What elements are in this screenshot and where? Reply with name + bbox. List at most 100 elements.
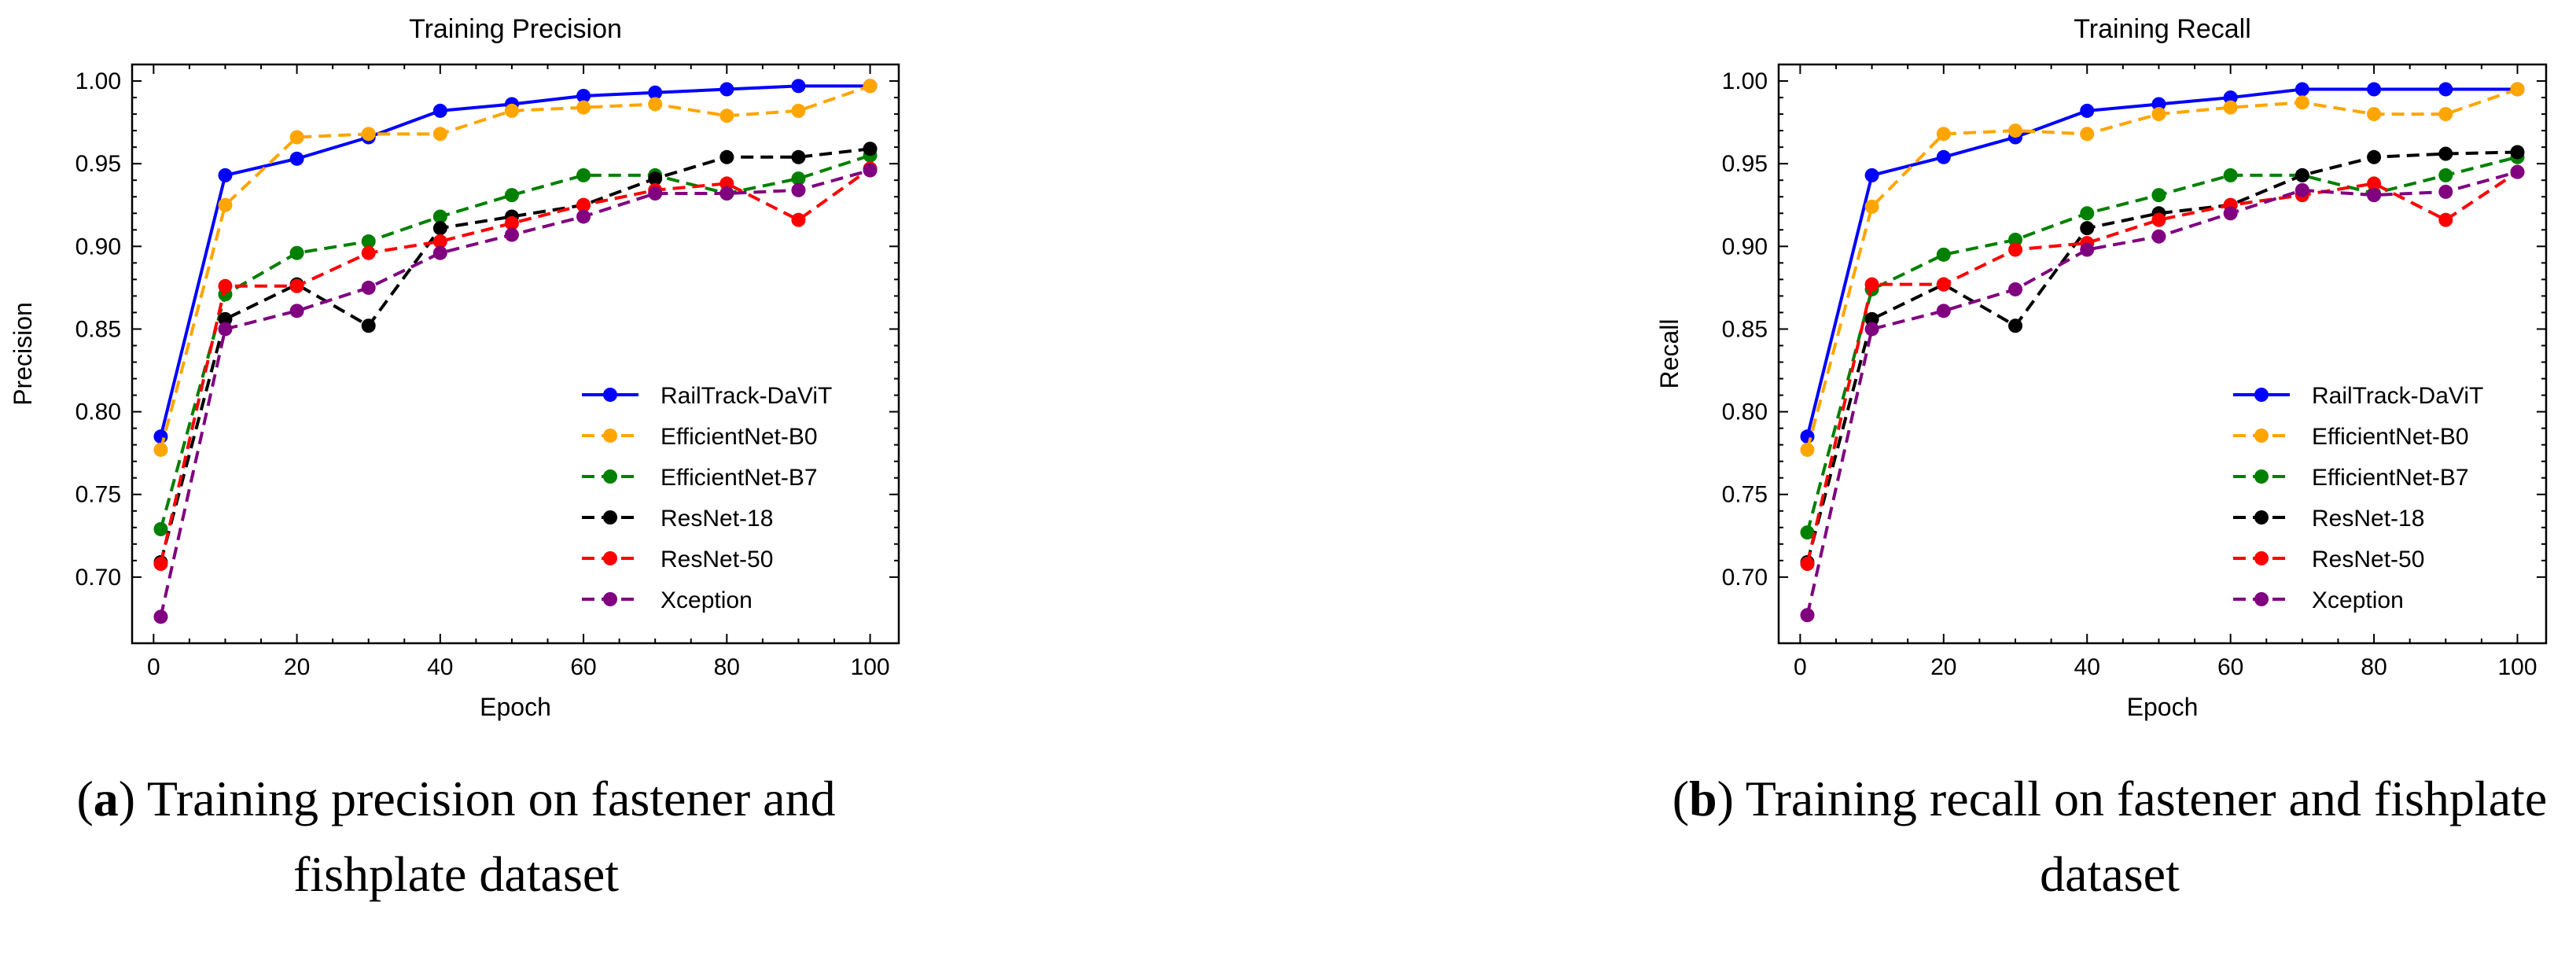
- chart-panel-b: Training Recall 0 20 40 60 80 100 0.70 0.75 0.80 0…: [1643, 0, 2576, 957]
- data-point: [289, 130, 304, 145]
- chart-panel-a: Training Precision 0 20 40 60 80 100 0.70 0.75 0.…: [0, 0, 944, 957]
- series-line: [159, 153, 871, 530]
- data-point: [153, 442, 168, 457]
- data-point: [648, 186, 663, 201]
- x-axis-label: Epoch: [2127, 693, 2199, 721]
- data-point: [289, 245, 304, 260]
- legend-item: ResNet-50: [2233, 547, 2424, 572]
- y-tick-label: 0.75: [1722, 482, 1768, 508]
- data-point: [2367, 149, 2382, 164]
- chart-title: Training Precision: [409, 14, 622, 44]
- series-efficientnet-b0: [1800, 82, 2525, 457]
- data-point: [719, 149, 734, 164]
- data-point: [2438, 184, 2453, 199]
- caption-a-text: Training precision on fastener and fishp…: [135, 771, 836, 902]
- y-axis-label: Precision: [9, 302, 37, 406]
- data-point: [218, 167, 233, 182]
- data-point: [218, 278, 233, 293]
- data-point: [2080, 127, 2095, 142]
- x-tick-label: 100: [2497, 654, 2537, 680]
- plot-frame: [1777, 63, 2548, 645]
- data-point: [2223, 90, 2238, 105]
- data-point: [361, 280, 376, 295]
- data-point: [2367, 107, 2382, 122]
- data-point: [2438, 107, 2453, 122]
- data-point: [1800, 442, 1815, 457]
- data-point: [576, 197, 591, 212]
- chart-title: Training Recall: [2074, 14, 2251, 44]
- data-point: [1936, 247, 1951, 262]
- data-point: [2008, 318, 2023, 333]
- data-point: [1800, 429, 1815, 444]
- data-point: [2438, 167, 2453, 182]
- data-point: [2510, 82, 2525, 97]
- legend-item: Xception: [582, 587, 753, 613]
- legend-label: Xception: [661, 587, 753, 613]
- plot-frame: [131, 63, 900, 645]
- data-point: [432, 234, 447, 249]
- legend: RailTrack-DaViT EfficientNet-B0 EfficientN…: [2233, 383, 2483, 613]
- data-point: [2438, 212, 2453, 227]
- data-point: [719, 186, 734, 201]
- legend-item: ResNet-18: [2233, 506, 2424, 532]
- x-axis-label: Epoch: [480, 693, 551, 721]
- series-line: [159, 147, 870, 563]
- data-point: [2367, 82, 2382, 97]
- legend-item: ResNet-18: [582, 506, 773, 532]
- legend-marker: [2254, 429, 2269, 443]
- precision-chart: Training Precision 0 20 40 60 80 100 0.70 0.75 0.…: [9, 14, 900, 721]
- data-point: [289, 304, 304, 318]
- data-point: [576, 100, 591, 115]
- legend-label: EfficientNet-B0: [661, 424, 818, 450]
- data-point: [361, 245, 376, 260]
- data-point: [2151, 229, 2166, 244]
- data-point: [1936, 149, 1951, 164]
- data-point: [361, 127, 376, 142]
- data-point: [719, 176, 734, 191]
- data-point: [1864, 311, 1879, 326]
- legend-marker: [603, 592, 617, 606]
- legend-label: ResNet-50: [661, 547, 773, 572]
- legend-item: EfficientNet-B0: [2233, 424, 2469, 450]
- y-tick-label: 0.70: [75, 565, 121, 591]
- y-tick-label: 0.80: [1722, 399, 1768, 425]
- legend-label: EfficientNet-B7: [2312, 465, 2469, 491]
- data-point: [791, 171, 806, 186]
- data-point: [2294, 167, 2309, 182]
- data-point: [1864, 322, 1879, 337]
- data-point: [2008, 282, 2023, 296]
- data-point: [791, 103, 806, 118]
- data-point: [289, 278, 304, 293]
- legend-marker: [2254, 388, 2269, 402]
- data-point: [2080, 221, 2095, 236]
- data-point: [2008, 232, 2023, 247]
- data-point: [504, 188, 519, 203]
- legend-item: Xception: [2233, 587, 2404, 613]
- x-tick-label: 0: [1794, 654, 1807, 680]
- legend-marker: [2254, 469, 2269, 484]
- data-point: [504, 227, 519, 242]
- data-point: [2294, 82, 2309, 97]
- data-point: [1936, 127, 1951, 142]
- legend-marker: [2254, 592, 2269, 606]
- data-point: [2294, 182, 2309, 197]
- legend-marker: [603, 469, 617, 484]
- legend-label: RailTrack-DaViT: [661, 383, 832, 409]
- data-point: [153, 557, 168, 572]
- legend-item: RailTrack-DaViT: [2233, 383, 2483, 409]
- data-point: [504, 215, 519, 230]
- legend-marker: [2254, 510, 2269, 525]
- data-point: [361, 234, 376, 249]
- recall-chart: Training Recall 0 20 40 60 80 100 0.70 0.75 0.80 0…: [1655, 14, 2548, 721]
- legend-marker: [603, 510, 617, 525]
- y-tick-label: 0.90: [1722, 234, 1768, 259]
- data-point: [2367, 188, 2382, 203]
- series-railtrack-davit: [1800, 82, 2525, 444]
- data-point: [2510, 164, 2525, 179]
- legend: RailTrack-DaViT EfficientNet-B0 EfficientN…: [582, 383, 832, 613]
- data-point: [1800, 608, 1815, 623]
- legend-item: EfficientNet-B7: [2233, 465, 2469, 491]
- legend-item: RailTrack-DaViT: [582, 383, 832, 409]
- legend-marker: [603, 429, 617, 443]
